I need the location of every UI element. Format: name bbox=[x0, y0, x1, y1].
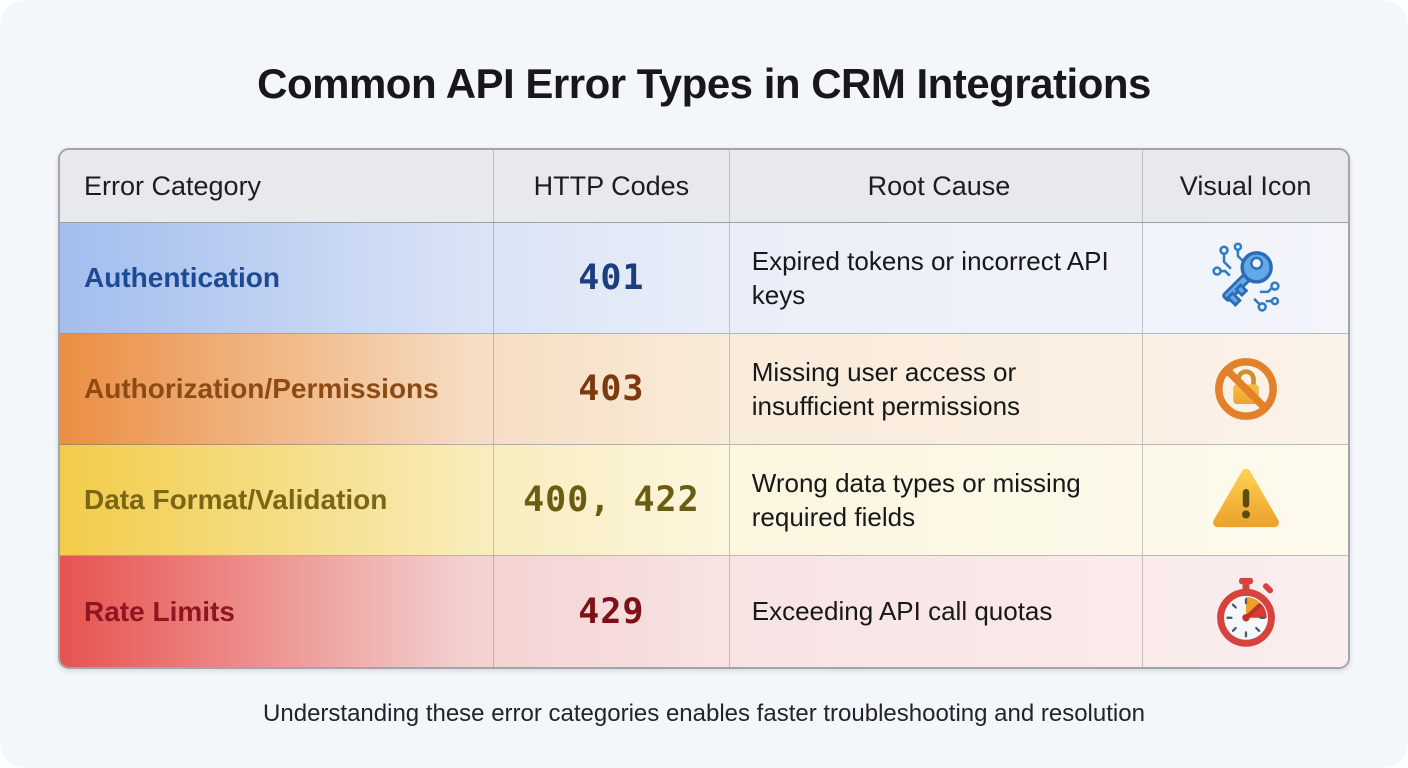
page-title: Common API Error Types in CRM Integratio… bbox=[257, 60, 1151, 107]
header-root-cause: Root Cause bbox=[730, 150, 1144, 222]
http-code-value: 401 bbox=[578, 258, 645, 298]
category-label: Rate Limits bbox=[84, 595, 235, 627]
table-row-data-format: Data Format/Validation 400, 422 Wrong da… bbox=[60, 445, 1348, 556]
root-cause-text: Missing user access or insufficient perm… bbox=[751, 356, 1021, 421]
error-types-table: Error Category HTTP Codes Root Cause Vis… bbox=[58, 148, 1350, 669]
category-label: Data Format/Validation bbox=[84, 484, 388, 515]
root-cause-text: Exceeding API call quotas bbox=[751, 596, 1053, 627]
table-header-row: Error Category HTTP Codes Root Cause Vis… bbox=[60, 150, 1348, 223]
table-row-rate-limits: Rate Limits 429 Exceeding API call quota… bbox=[60, 556, 1348, 667]
http-code-value: 400, 422 bbox=[523, 480, 700, 520]
header-visual-icon: Visual Icon bbox=[1179, 170, 1312, 201]
root-cause-text: Wrong data types or missing required fie… bbox=[751, 467, 1081, 532]
category-label: Authorization/Permissions bbox=[84, 373, 439, 404]
digital-key-icon bbox=[1211, 242, 1280, 312]
table-row-authorization: Authorization/Permissions 403 Missing us… bbox=[60, 334, 1348, 445]
root-cause-text: Expired tokens or incorrect API keys bbox=[751, 245, 1109, 310]
stopwatch-icon bbox=[1216, 577, 1275, 647]
no-lock-icon bbox=[1214, 358, 1277, 420]
http-code-value: 429 bbox=[578, 591, 645, 632]
footer-caption: Understanding these error categories ena… bbox=[263, 700, 1145, 727]
header-http-codes: HTTP Codes bbox=[494, 150, 730, 222]
warning-triangle-icon bbox=[1212, 468, 1279, 528]
category-label: Authentication bbox=[84, 262, 280, 293]
http-code-value: 403 bbox=[578, 369, 645, 409]
header-error-category: Error Category bbox=[60, 150, 495, 222]
table-row-authentication: Authentication 401 Expired tokens or inc… bbox=[60, 223, 1348, 334]
